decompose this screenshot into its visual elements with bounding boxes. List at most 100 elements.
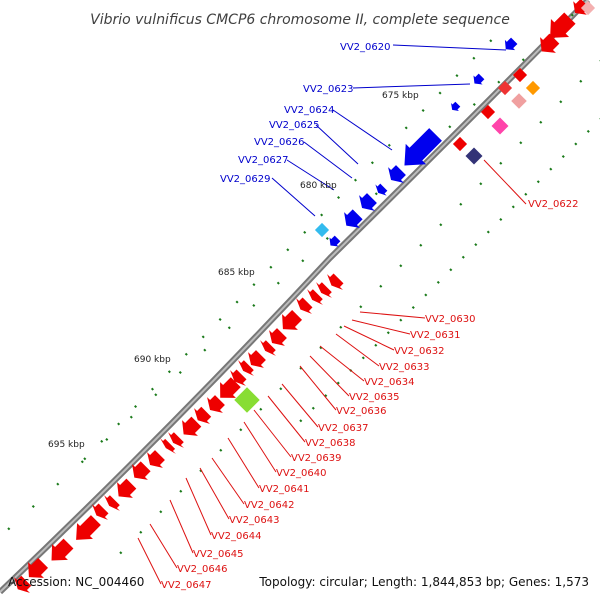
gene-arrow-rev-row-22-shape [51,538,74,561]
leader-line-rev-5 [319,345,365,382]
leader-line-rev-6 [309,355,350,397]
leader-line-fwd-6 [271,177,316,217]
tick-mark-64 [424,293,428,297]
gene-arrow-rev-row-10-shape [220,377,241,398]
leader-line-fwd-5 [286,159,335,191]
tick-mark-58 [499,217,503,221]
gene-arrow-fwd-4 [404,128,442,166]
tick-mark-21 [80,460,84,464]
tick-mark-1 [570,13,574,17]
tick-mark-90 [235,300,239,304]
gene-label-vv2-0641[interactable]: VV2_0641 [259,484,310,495]
gene-arrow-rev-row-14-shape [168,432,184,448]
tick-mark-22 [56,482,60,486]
gene-label-vv2-0632[interactable]: VV2_0632 [394,346,445,357]
tick-mark-32 [459,202,463,206]
gene-label-vv2-0645[interactable]: VV2_0645 [193,549,244,560]
scale-label-695: 695 kbp [48,440,85,450]
gene-arrow-rev-row-4-shape [282,309,303,330]
gene-arrow-rev-row-15-shape [160,438,176,454]
gene-label-vv2-0643[interactable]: VV2_0643 [229,515,280,526]
tick-mark-49 [119,551,123,555]
gene-arrow-rev-row-16-shape [147,450,165,468]
tick-mark-81 [387,143,391,147]
gene-label-vv2-0622[interactable]: VV2_0622 [528,199,579,210]
tick-mark-5 [472,102,476,106]
gene-label-vv2-0626[interactable]: VV2_0626 [254,137,305,148]
gene-arrow-rev-row-3-shape [296,297,313,314]
leader-line-rev-17 [149,523,178,569]
gene-label-vv2-0620[interactable]: VV2_0620 [340,42,391,53]
gene-arrow-rev-row-21-shape [76,515,101,540]
tick-mark-6 [448,125,452,129]
gene-label-vv2-0635[interactable]: VV2_0635 [349,392,400,403]
gene-arrow-rev-row-14 [168,432,184,448]
gene-arrow-fwd-2-shape [473,73,485,85]
gene-label-vv2-0644[interactable]: VV2_0644 [211,531,262,542]
tick-mark-63 [436,280,440,284]
tick-mark-93 [184,352,188,356]
tick-mark-42 [259,407,263,411]
tick-mark-61 [461,255,465,259]
tick-mark-86 [303,230,307,234]
gene-arrow-rev-row-7 [248,350,266,368]
tick-mark-89 [252,283,256,287]
gene-label-vv2-0636[interactable]: VV2_0636 [336,406,387,417]
tick-mark-40 [299,366,303,370]
gene-arrow-rev-row-20-shape [92,503,109,520]
gene-arrow-rev-row-6 [260,340,276,356]
tick-mark-3 [521,58,525,62]
gene-label-vv2-0623[interactable]: VV2_0623 [303,84,354,95]
gene-arrow-fwd-6 [375,183,388,196]
tick-mark-78 [438,91,442,95]
tick-mark-15 [227,326,231,330]
leader-line-rev-14 [199,467,230,520]
tick-mark-18 [154,393,158,397]
tick-mark-97 [117,422,121,426]
gene-arrow-fwd-9 [329,235,341,247]
gene-label-vv2-0640[interactable]: VV2_0640 [276,468,327,479]
gene-label-vv2-0627[interactable]: VV2_0627 [238,155,289,166]
tick-mark-37 [359,305,363,309]
gene-arrow-fwd-8-shape [344,209,363,228]
leader-line-rev-9 [267,395,306,443]
gene-label-vv2-0633[interactable]: VV2_0633 [379,362,430,373]
gene-label-vv2-0634[interactable]: VV2_0634 [364,377,415,388]
gene-arrow-rev-1-shape [550,12,576,38]
tick-mark-75 [489,39,493,43]
leader-line-rev-13 [211,457,245,505]
gene-label-vv2-0637[interactable]: VV2_0637 [318,423,369,434]
tick-mark-74 [299,419,303,423]
tick-mark-20 [105,437,109,441]
leader-line-rev-11 [243,421,277,473]
gene-label-vv2-0625[interactable]: VV2_0625 [269,120,320,131]
gene-label-vv2-0624[interactable]: VV2_0624 [284,105,335,116]
gene-label-vv2-0630[interactable]: VV2_0630 [425,314,476,325]
gene-label-vv2-0629[interactable]: VV2_0629 [220,174,271,185]
leader-line-rev-0 [483,159,527,205]
tick-mark-94 [167,370,171,374]
leader-line-fwd-4 [303,141,353,179]
tick-mark-17 [178,370,182,374]
gene-box-rev-light [580,0,596,16]
gene-arrow-rev-row-7-shape [248,350,266,368]
gene-label-vv2-0639[interactable]: VV2_0639 [291,453,342,464]
label-leader-lines [137,44,527,585]
gene-box-rev-2 [497,80,513,96]
gene-box-rev-navy [465,147,483,165]
scale-label-690: 690 kbp [134,355,171,365]
gene-label-vv2-0647[interactable]: VV2_0647 [161,580,212,591]
gene-arrow-rev-row-19 [104,495,120,511]
scale-label-680: 680 kbp [300,181,337,191]
tick-mark-12 [301,259,305,263]
tick-mark-24 [7,527,11,531]
gene-arrow-fwd-2 [473,73,485,85]
gene-label-vv2-0638[interactable]: VV2_0638 [305,438,356,449]
gene-arrow-fwd-6-shape [375,183,388,196]
scale-label-685: 685 kbp [218,268,255,278]
gene-label-vv2-0646[interactable]: VV2_0646 [177,564,228,575]
gene-label-vv2-0631[interactable]: VV2_0631 [410,330,461,341]
gene-label-vv2-0642[interactable]: VV2_0642 [244,500,295,511]
map-title: Vibrio vulnificus CMCP6 chromosome II, c… [90,12,510,28]
tick-mark-55 [536,180,540,184]
